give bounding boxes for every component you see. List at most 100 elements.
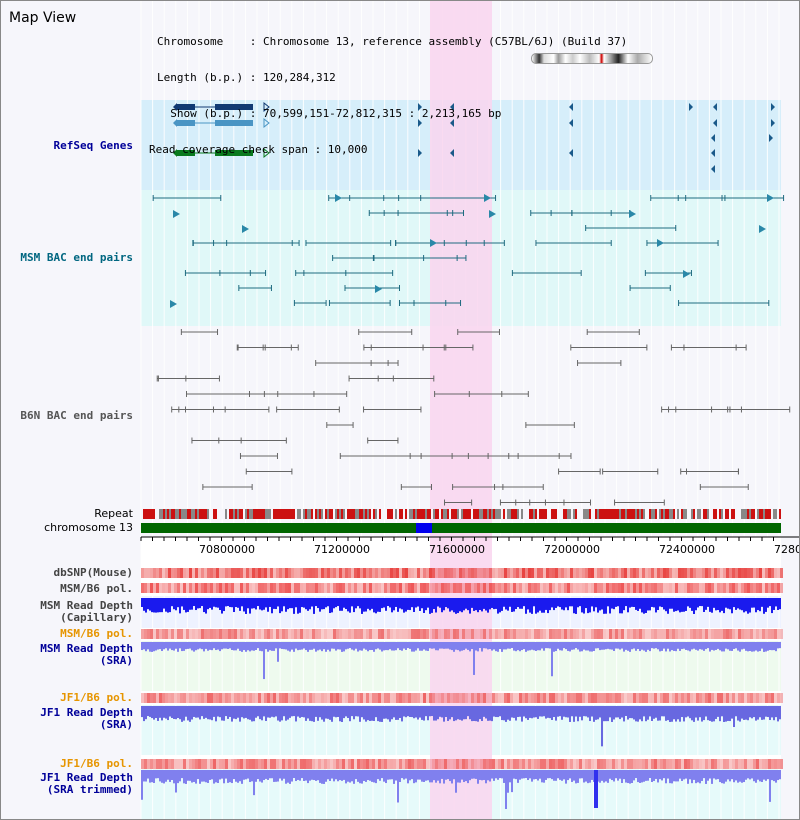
repeat-block	[503, 509, 505, 519]
depth-bar	[707, 598, 709, 607]
depth-bar	[169, 770, 171, 782]
gene-marker	[689, 103, 693, 111]
depth-bar	[177, 770, 179, 784]
depth-bar	[607, 642, 609, 649]
polymorphism-cell	[240, 583, 243, 593]
depth-bar	[709, 770, 711, 779]
depth-bar	[317, 642, 319, 651]
polymorphism-cell	[162, 583, 165, 593]
repeat-block	[683, 509, 685, 519]
depth-bar	[309, 706, 311, 721]
depth-bar	[617, 770, 619, 781]
depth-bar	[535, 642, 537, 651]
depth-bar	[721, 770, 723, 784]
polymorphism-cell	[468, 759, 471, 769]
polymorphism-cell	[369, 693, 372, 703]
polymorphism-cell	[303, 759, 306, 769]
polymorphism-cell	[363, 583, 366, 593]
polymorphism-cell	[213, 629, 216, 639]
repeat-block	[545, 509, 547, 519]
depth-bar	[489, 598, 491, 610]
depth-bar	[321, 770, 323, 784]
depth-bar	[597, 642, 599, 649]
depth-bar	[187, 598, 189, 612]
polymorphism-cell	[594, 568, 597, 578]
repeat-block	[715, 509, 717, 519]
depth-bar	[217, 642, 219, 650]
polymorphism-cell	[402, 629, 405, 639]
repeat-block	[561, 509, 563, 519]
polymorphism-cell	[678, 568, 681, 578]
polymorphism-cell	[279, 629, 282, 639]
polymorphism-cell	[174, 629, 177, 639]
polymorphism-cell	[279, 693, 282, 703]
polymorphism-cell	[498, 759, 501, 769]
depth-bar	[569, 706, 571, 722]
polymorphism-cell	[426, 629, 429, 639]
polymorphism-cell	[240, 759, 243, 769]
depth-bar	[715, 598, 717, 611]
polymorphism-cell	[687, 759, 690, 769]
repeat-block	[553, 509, 555, 519]
polymorphism-cell	[288, 583, 291, 593]
chromosome-ideogram[interactable]	[531, 53, 653, 64]
depth-bar	[445, 770, 447, 780]
depth-bar	[397, 706, 399, 720]
polymorphism-cell	[183, 759, 186, 769]
depth-bar	[673, 770, 675, 782]
repeat-block	[677, 509, 679, 519]
depth-bar	[745, 706, 747, 720]
depth-bar	[731, 598, 733, 614]
depth-bar	[439, 598, 441, 608]
repeat-block	[171, 509, 173, 519]
depth-bar	[147, 642, 149, 650]
polymorphism-cell	[267, 759, 270, 769]
depth-bar	[779, 770, 781, 780]
polymorphism-cell	[162, 693, 165, 703]
polymorphism-cell	[309, 693, 312, 703]
depth-bar	[355, 598, 357, 609]
depth-bar	[241, 706, 243, 718]
depth-bar	[299, 770, 301, 781]
depth-bar	[357, 706, 359, 717]
polymorphism-cell	[453, 629, 456, 639]
polymorphism-cell	[423, 583, 426, 593]
depth-bar	[687, 642, 689, 651]
depth-bar	[367, 598, 369, 609]
polymorphism-cell	[396, 693, 399, 703]
depth-bar	[331, 770, 333, 779]
depth-bar	[625, 770, 627, 783]
polymorphism-cell	[618, 583, 621, 593]
depth-bar	[751, 642, 753, 652]
polymorphism-cell	[480, 759, 483, 769]
depth-bar	[647, 770, 649, 781]
depth-bar	[231, 642, 233, 650]
depth-bar	[725, 598, 727, 608]
polymorphism-cell	[771, 759, 774, 769]
polymorphism-cell	[573, 693, 576, 703]
depth-bar	[339, 642, 341, 650]
polymorphism-cell	[171, 759, 174, 769]
depth-bar	[169, 706, 171, 717]
depth-bar	[645, 642, 647, 652]
depth-bar	[715, 642, 717, 650]
polymorphism-cell	[729, 629, 732, 639]
depth-bar	[631, 642, 633, 650]
depth-bar	[491, 706, 493, 722]
repeat-block	[251, 509, 253, 519]
depth-bar	[583, 642, 585, 650]
repeat-block	[331, 509, 333, 519]
depth-bar	[261, 706, 263, 721]
depth-bar	[643, 642, 645, 651]
depth-bar	[455, 706, 457, 721]
polymorphism-cell	[624, 583, 627, 593]
depth-bar	[175, 706, 177, 720]
depth-bar	[163, 770, 165, 784]
polymorphism-cell	[339, 693, 342, 703]
polymorphism-cell	[264, 568, 267, 578]
depth-bar	[445, 598, 447, 608]
repeat-block	[603, 509, 605, 519]
depth-bar	[247, 706, 249, 720]
depth-bar	[649, 642, 651, 652]
depth-bar	[637, 642, 639, 650]
